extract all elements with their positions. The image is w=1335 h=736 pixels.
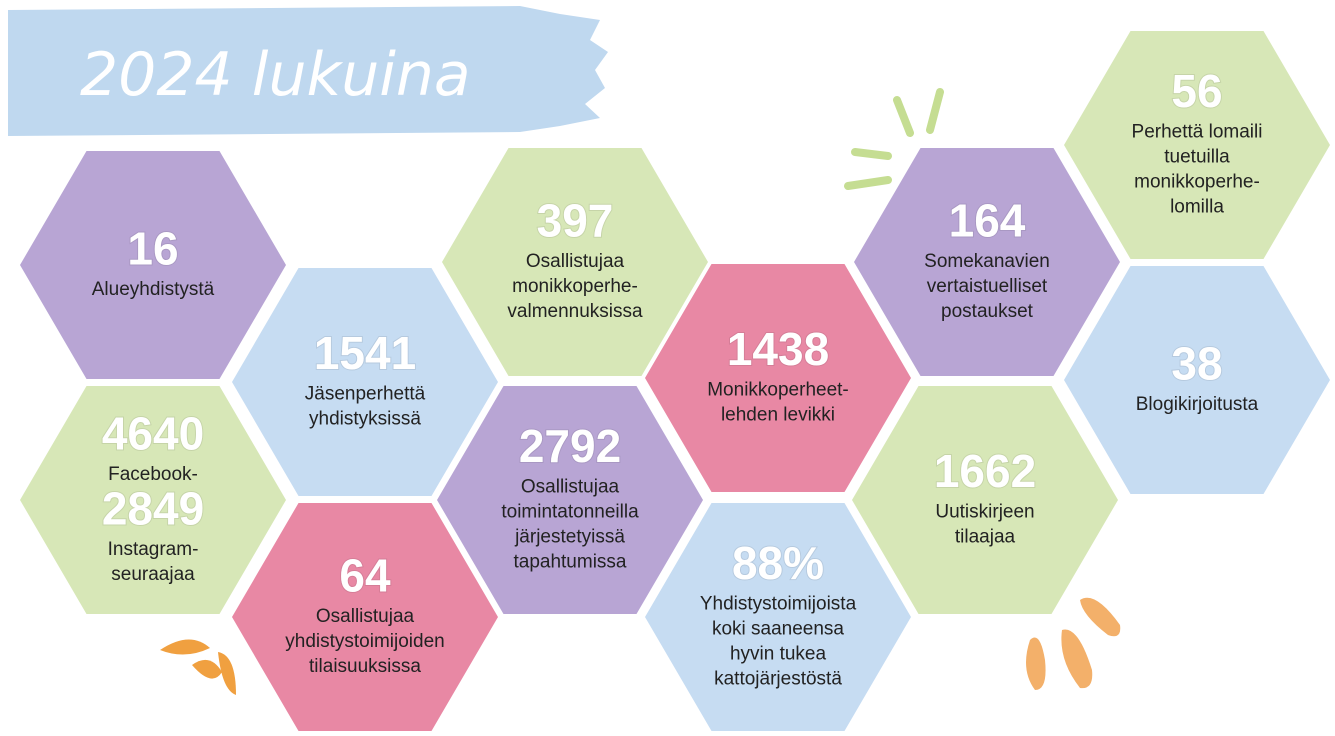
stat-label: kattojärjestöstä [714,669,842,690]
stat-label: Osallistujaa [526,251,625,272]
stat-label: Perhettä lomaili [1132,122,1263,143]
stat-label: Jäsenperhettä [305,384,426,405]
stat-hexagon: 1662 Uutiskirjeen tilaajaa [852,386,1118,614]
stat-number: 1662 [934,445,1036,497]
stat-label: Osallistujaa [521,477,620,498]
stat-number: 397 [537,195,614,247]
stat-label: yhdistystoimijoiden [285,631,444,652]
stat-number: 1541 [314,327,416,379]
hexagon-grid: 16 Alueyhdistystä 1541 Jäsenperhettä yhdisty… [20,31,1330,731]
stat-label: Monikkoperheet- [707,380,849,401]
hexagon [232,268,498,496]
stat-label: Osallistujaa [316,606,415,627]
stat-label: yhdistyksissä [309,409,421,430]
stat-hexagon: 1541 Jäsenperhettä yhdistyksissä [232,268,498,496]
stat-label: valmennuksissa [507,301,643,322]
orange-drops-left [160,639,236,695]
stat-label: tapahtumissa [513,552,626,573]
stat-label: Alueyhdistystä [92,279,215,300]
stat-label: Blogikirjoitusta [1136,394,1259,415]
stat-label: monikkoperhe- [1134,172,1260,193]
stat-label: vertaistuelliset [927,276,1048,297]
title: 2024 lukuina [80,40,471,110]
stat-label: tilaisuuksissa [309,656,421,677]
stat-number: 88% [732,537,824,589]
stat-label: lomilla [1170,197,1224,218]
stat-hexagon: 88% Yhdistystoimijoista koki saaneensa hyvi… [645,503,911,731]
stat-hexagon: 56 Perhettä lomaili tuetuilla monikkoperhe-… [1064,31,1330,259]
stat-label: hyvin tukea [730,644,827,665]
stat-label: tuetuilla [1164,147,1230,168]
stat-label: Somekanavien [924,251,1050,272]
stat-hexagon: 16 Alueyhdistystä [20,151,286,379]
stat-label: koki saaneensa [712,619,844,640]
infographic: 2024 lukuina 16 Alueyhdistystä 1541 Jäsenpe… [0,0,1335,736]
stat-label: Uutiskirjeen [935,502,1034,523]
stat-number: 16 [127,223,178,275]
stat-label: Yhdistystoimijoista [700,594,857,615]
stat-hexagon: 164 Somekanavien vertaistuelliset postaukse… [854,148,1120,376]
stat-label: järjestetyissä [514,527,625,548]
stat-number: 64 [339,550,391,602]
stat-label: Instagram- [108,539,199,560]
stat-hexagon: 64 Osallistujaa yhdistystoimijoiden tilaisu… [232,503,498,731]
stat-hexagon: 2792 Osallistujaa toimintatonneilla järjest… [437,386,703,614]
stat-number: 38 [1171,338,1222,390]
stat-number: 164 [949,195,1026,247]
stat-number: 4640 [102,408,204,460]
stat-label: tilaajaa [955,527,1016,548]
stat-label: toimintatonneilla [501,502,639,523]
hexagon [852,386,1118,614]
stat-number: 1438 [727,323,829,375]
stat-number: 2792 [519,420,621,472]
stat-label: lehden levikki [721,405,835,426]
stat-label: monikkoperhe- [512,276,638,297]
stat-number: 56 [1171,65,1222,117]
stat-label: seuraajaa [111,564,195,585]
stat-label: postaukset [941,301,1034,322]
page: 2024 lukuina 16 Alueyhdistystä 1541 Jäsenpe… [0,0,1335,736]
stat-number: 2849 [102,483,204,535]
stat-hexagon: 38 Blogikirjoitusta [1064,266,1330,494]
